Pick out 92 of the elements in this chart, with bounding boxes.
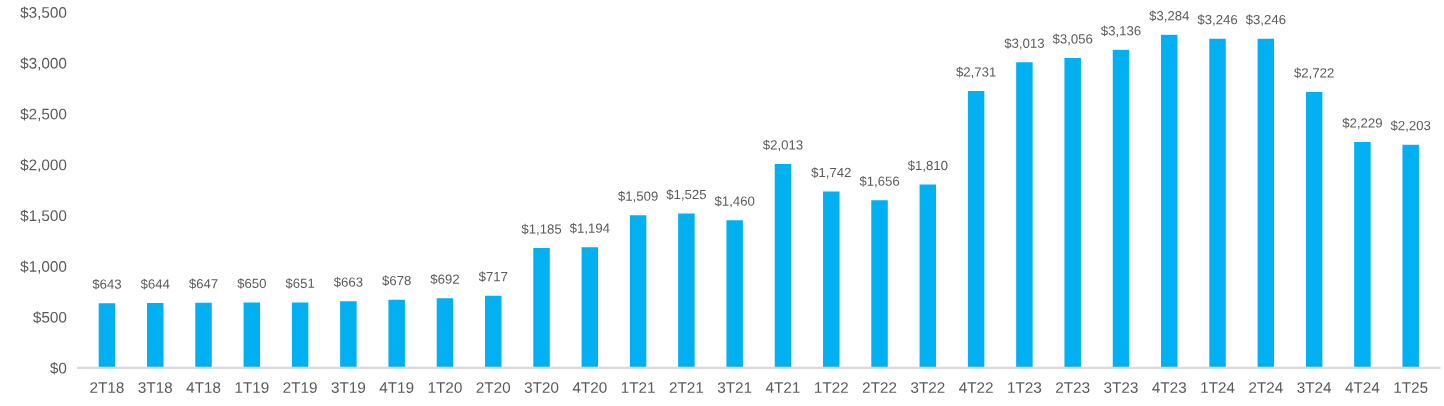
x-tick-label: 2T22	[862, 382, 897, 393]
data-label: $1,656	[859, 175, 900, 188]
bar	[821, 190, 841, 368]
bar	[338, 299, 359, 368]
bar	[869, 198, 890, 368]
x-tick-label: 4T19	[379, 382, 414, 393]
data-label: $644	[140, 278, 170, 290]
x-tick-label: 4T20	[572, 382, 607, 393]
x-tick-label: 2T21	[669, 382, 704, 393]
y-tick-label: $500	[33, 311, 67, 324]
x-tick-label: 3T22	[911, 382, 945, 393]
data-label: $663	[333, 276, 363, 288]
data-label: $678	[382, 275, 411, 287]
data-label: $717	[478, 271, 508, 283]
data-label: $2,203	[1390, 120, 1431, 132]
data-label: $1,194	[569, 222, 610, 235]
bar	[97, 301, 117, 368]
data-label: $3,013	[1004, 38, 1044, 50]
bar	[918, 183, 938, 368]
x-tick-label: 3T19	[331, 382, 366, 393]
x-tick-label: 1T21	[621, 382, 655, 393]
x-tick-label: 1T19	[235, 382, 269, 393]
data-label: $1,742	[811, 167, 851, 179]
bar	[1014, 60, 1035, 368]
data-label: $650	[237, 278, 266, 289]
x-tick-label: 2T24	[1249, 382, 1283, 393]
bar	[145, 301, 165, 368]
bar	[1207, 37, 1228, 368]
y-tick-label: $2,500	[20, 108, 67, 122]
x-tick-label: 3T23	[1104, 382, 1138, 393]
bar	[290, 300, 310, 368]
data-label: $2,013	[762, 139, 803, 152]
data-label: $1,460	[714, 195, 755, 208]
x-tick-label: 3T20	[524, 382, 559, 393]
x-tick-label: 4T23	[1152, 382, 1186, 393]
bar	[628, 213, 648, 368]
bar	[1256, 37, 1276, 368]
bar	[1111, 48, 1131, 368]
y-tick-label: $2,000	[20, 158, 67, 173]
bar	[580, 245, 600, 368]
y-tick-label: $1,000	[20, 260, 67, 274]
bar	[1401, 143, 1421, 368]
x-tick-label: 1T23	[1008, 382, 1042, 393]
x-tick-label: 4T18	[186, 382, 221, 393]
bar	[1063, 56, 1083, 368]
bar	[676, 212, 697, 368]
bar	[435, 296, 455, 368]
x-tick-label: 1T25	[1394, 382, 1428, 393]
data-label: $692	[430, 273, 459, 285]
bar	[387, 298, 407, 368]
x-tick-label: 2T19	[283, 382, 317, 393]
bar	[1352, 140, 1373, 368]
x-tick-label: 1T20	[428, 382, 462, 393]
x-tick-label: 2T18	[90, 382, 124, 393]
data-label: $1,185	[521, 223, 562, 236]
bar	[1304, 90, 1324, 368]
data-label: $3,284	[1149, 10, 1190, 22]
bar	[242, 301, 262, 368]
x-tick-label: 1T22	[815, 382, 848, 393]
bar	[966, 89, 986, 368]
x-tick-label: 3T18	[138, 382, 172, 393]
data-label: $2,731	[956, 66, 996, 79]
x-tick-label: 4T22	[959, 382, 993, 393]
bar	[483, 294, 503, 368]
bar	[725, 218, 745, 368]
x-tick-label: 2T23	[1056, 382, 1090, 393]
data-label: $1,509	[618, 190, 658, 203]
x-tick-label: 4T21	[765, 382, 800, 393]
data-label: $3,056	[1052, 33, 1093, 46]
data-label: $1,810	[907, 160, 948, 172]
data-label: $3,136	[1100, 25, 1141, 38]
bar	[531, 246, 552, 368]
x-tick-label: 2T20	[476, 382, 511, 393]
x-tick-label: 4T24	[1345, 382, 1380, 393]
bar	[773, 162, 793, 368]
bar	[1159, 33, 1179, 368]
data-label: $3,246	[1245, 14, 1286, 26]
data-label: $1,525	[666, 189, 707, 201]
data-label: $3,246	[1197, 14, 1238, 26]
bar	[193, 301, 214, 368]
y-tick-label: $3,000	[20, 57, 67, 71]
y-tick-label: $3,500	[20, 6, 67, 20]
data-label: $2,722	[1294, 67, 1334, 80]
x-tick-label: 3T21	[717, 382, 752, 393]
data-label: $647	[188, 278, 218, 290]
data-label: $651	[285, 278, 315, 289]
x-tick-label: 1T24	[1201, 382, 1235, 393]
x-tick-label: 3T24	[1297, 382, 1332, 393]
data-label: $2,229	[1342, 117, 1382, 130]
data-label: $643	[92, 278, 122, 290]
y-tick-label: $0	[50, 362, 67, 375]
y-tick-label: $1,500	[20, 209, 67, 223]
